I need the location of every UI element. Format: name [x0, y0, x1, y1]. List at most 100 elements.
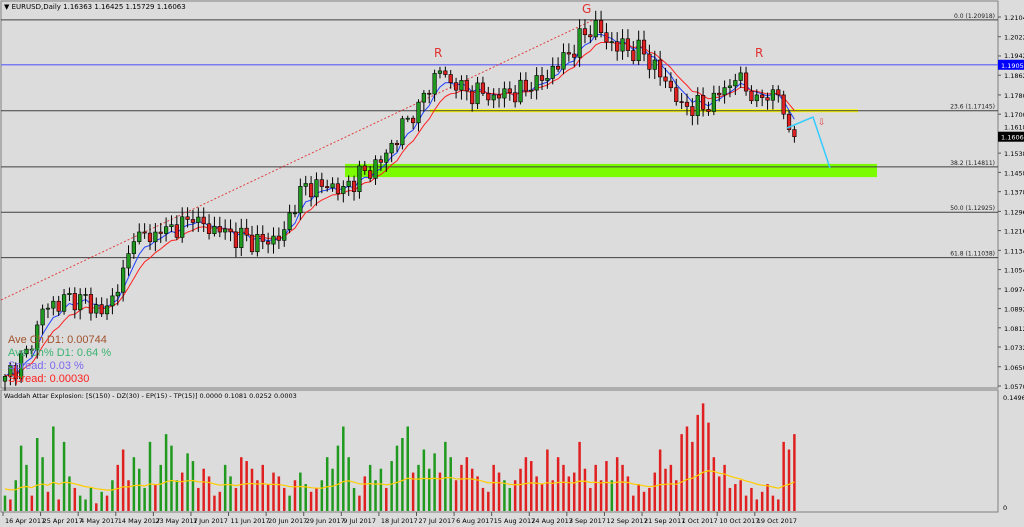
bull-candle: [357, 165, 362, 192]
bull-candle: [529, 89, 534, 92]
fib-level-label: 0.0 (1.20918): [954, 13, 995, 20]
indicator-axis-max: 0.1496: [1003, 394, 1024, 402]
bear-candle: [776, 89, 781, 96]
trendline: [0, 19, 594, 301]
bear-candle: [743, 72, 749, 92]
bear-candle: [480, 82, 486, 94]
bull-candle: [61, 294, 67, 312]
bear-candle: [453, 82, 459, 91]
bull-candle: [421, 92, 426, 103]
bull-candle: [695, 95, 700, 116]
bull-candle: [115, 291, 120, 297]
bear-candle: [308, 183, 314, 198]
bull-candle: [330, 183, 335, 189]
bull-candle: [8, 365, 13, 377]
bull-candle: [373, 159, 378, 179]
bull-candle: [416, 101, 421, 124]
bull-candle: [384, 152, 389, 163]
bear-candle: [717, 92, 722, 96]
price-tick-label: 1.19420: [1004, 52, 1024, 60]
open-price: 1.16363: [63, 3, 93, 11]
bull-candle: [271, 235, 276, 245]
bear-candle: [781, 94, 786, 115]
price-tick-label: 1.20220: [1004, 34, 1024, 42]
date-tick-label: 29 Jun 2017: [306, 517, 345, 525]
date-tick-label: 25 Apr 2017: [43, 517, 83, 525]
date-tick-label: 14 May 2017: [118, 517, 160, 525]
bull-candle: [255, 234, 260, 253]
bull-candle: [636, 39, 641, 62]
bull-candle: [292, 212, 298, 215]
bear-candle: [523, 79, 528, 92]
bear-candle: [351, 180, 357, 192]
bull-candle: [577, 28, 582, 58]
bear-candle: [335, 183, 341, 194]
date-tick-label: 4 May 2017: [80, 517, 118, 525]
bull-candle: [711, 92, 716, 112]
candles: [2, 10, 797, 391]
bear-candle: [190, 219, 196, 223]
date-tick-label: 1 Oct 2017: [682, 517, 718, 525]
bull-candle: [104, 305, 110, 315]
bull-candle: [722, 87, 727, 96]
date-tick-label: 3 Sep 2017: [569, 517, 606, 525]
horizontal-line-price-tag: [998, 59, 1024, 70]
price-tick-label: 1.12160: [1004, 228, 1024, 236]
collapse-triangle-icon[interactable]: ▼: [4, 3, 10, 11]
bull-candle: [733, 80, 738, 87]
bear-candle: [792, 129, 797, 138]
date-tick-label: 18 Jul 2017: [381, 517, 418, 525]
bear-candle: [749, 90, 754, 102]
date-tick-label: 11 Jun 2017: [231, 517, 270, 525]
horizontal-line-price: 1.19054: [1001, 62, 1024, 70]
bear-candle: [625, 38, 631, 51]
bear-candle: [29, 348, 34, 351]
bear-candle: [368, 170, 373, 179]
price-tick-label: 1.13780: [1004, 189, 1024, 197]
bear-candle: [158, 231, 163, 234]
bull-candle: [561, 52, 566, 70]
bear-candle: [572, 53, 577, 58]
date-tick-label: 19 Oct 2017: [757, 517, 797, 525]
bear-candle: [588, 34, 593, 38]
current-price-label: 1.16063: [1001, 134, 1024, 142]
close-price: 1.16063: [156, 3, 186, 11]
bear-candle: [448, 74, 453, 83]
bull-candle: [110, 295, 115, 307]
bull-candle: [2, 376, 8, 382]
bear-candle: [631, 50, 636, 62]
price-tick-label: 1.21040: [1004, 14, 1024, 22]
bear-candle: [604, 32, 609, 43]
date-tick-label: 27 Jul 2017: [418, 517, 455, 525]
bull-candle: [459, 80, 464, 91]
price-tick-label: 1.10540: [1004, 267, 1024, 275]
bull-candle: [475, 82, 480, 105]
bull-candle: [405, 117, 410, 120]
price-tick-label: 1.11340: [1004, 247, 1024, 255]
price-tick-label: 1.09740: [1004, 286, 1024, 294]
bull-candle: [754, 94, 759, 102]
bear-candle: [325, 186, 330, 189]
price-tick-label: 1.05700: [1004, 383, 1024, 391]
bear-candle: [679, 101, 684, 103]
bull-candle: [346, 180, 351, 187]
bull-candle: [314, 179, 319, 198]
bear-candle: [260, 234, 265, 242]
bull-candle: [180, 216, 185, 238]
bull-candle: [298, 186, 303, 214]
bear-candle: [566, 52, 571, 55]
bear-candle: [228, 228, 233, 233]
price-tick-label: 1.08920: [1004, 306, 1024, 314]
bear-candle: [690, 106, 695, 116]
price-tick-label: 1.08120: [1004, 325, 1024, 333]
date-tick-label: 10 Oct 2017: [719, 517, 759, 525]
bull-candle: [303, 183, 308, 187]
bear-candle: [658, 59, 663, 78]
head-label: G: [582, 2, 591, 16]
bear-candle: [13, 365, 18, 380]
bull-candle: [400, 118, 405, 146]
date-tick-label: 6 Aug 2017: [456, 517, 494, 525]
spread-pct-label: Spread: 0.03 %: [8, 360, 84, 372]
bull-candle: [534, 75, 539, 91]
